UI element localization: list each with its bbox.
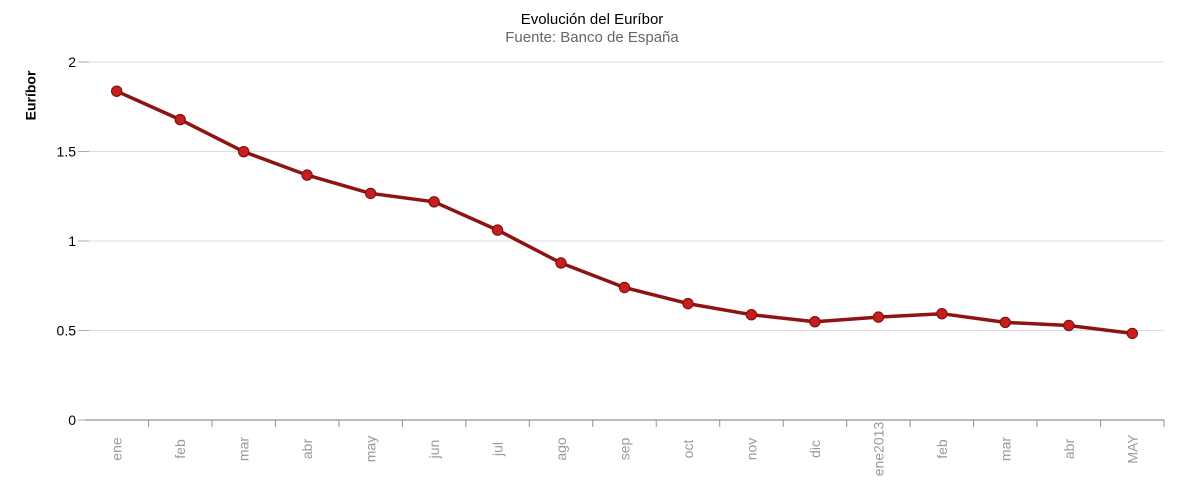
y-tick-label: 0 [68,412,76,428]
x-axis-label: sep [617,438,633,461]
x-axis-label: dic [807,440,823,458]
x-axis-label: mar [997,437,1013,461]
data-point [936,308,948,320]
data-point [111,85,123,97]
x-axis-label: oct [680,440,696,459]
chart-subtitle: Fuente: Banco de España [505,29,679,46]
data-point [491,224,504,236]
x-axis-label: jun [426,440,442,460]
y-tick-label: 0.5 [57,323,77,339]
data-point [618,281,631,294]
y-tick-label: 2 [68,54,76,70]
data-point [428,196,440,208]
x-axis-label: ene [109,437,125,461]
data-point [682,297,694,310]
data-point [174,113,186,126]
x-axis-label: mar [236,437,252,461]
series-line [114,89,1135,336]
x-axis-label: ene2013 [870,422,886,477]
x-axis-label: ago [553,437,569,461]
chart-title: Evolución del Euríbor [520,11,664,28]
data-point [1063,319,1075,332]
x-axis-label: feb [172,439,188,459]
y-tick-label: 1.5 [57,144,77,160]
data-point [238,146,250,158]
x-axis-label: MAY [1124,434,1140,464]
data-point [872,311,885,323]
data-point [809,316,821,328]
data-point [301,169,313,181]
x-axis-label: abr [1061,439,1077,460]
data-point [364,187,377,200]
x-axis-label: jul [490,442,506,457]
data-point [1126,327,1139,340]
data-point [555,257,567,269]
data-point [745,309,758,321]
x-axis-label: may [363,436,379,462]
data-point [999,316,1011,329]
x-axis-label: nov [743,438,759,461]
x-axis-label: abr [299,439,315,460]
x-axis-label: feb [934,439,950,459]
y-tick-label: 1 [68,233,76,249]
